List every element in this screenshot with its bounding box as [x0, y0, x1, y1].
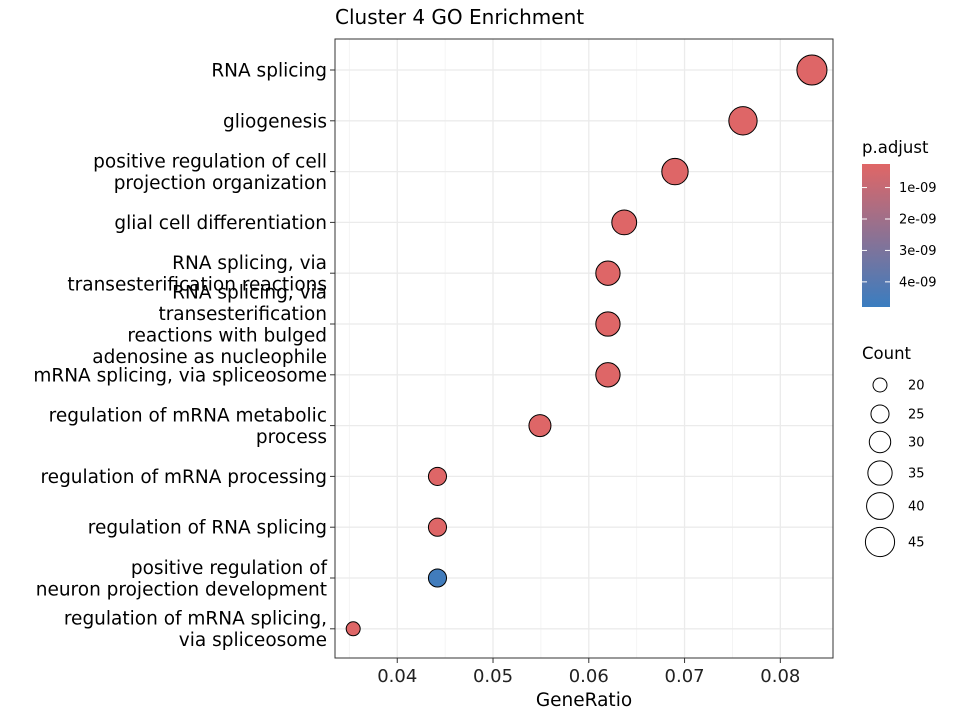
y-tick-label-line: mRNA splicing, via spliceosome: [33, 365, 327, 386]
size-legend-label: 45: [908, 536, 925, 551]
y-tick-label: positive regulation of cell projection or…: [93, 151, 327, 194]
y-tick-label-line: RNA splicing: [211, 61, 327, 82]
size-legend-label: 35: [908, 467, 925, 482]
data-point: [611, 209, 638, 236]
y-tick-label-line: RNA splicing, via: [172, 253, 327, 274]
size-legend-title: Count: [862, 344, 912, 363]
size-legend-label: 40: [908, 500, 925, 515]
size-legend-key: [866, 492, 894, 520]
size-legend-key: [867, 460, 893, 486]
y-tick-label: regulation of mRNA processing: [40, 467, 327, 488]
size-legend-key: [870, 404, 890, 424]
data-point: [595, 362, 621, 388]
data-point: [728, 106, 758, 136]
y-tick-label-line: adenosine as nucleophile: [92, 347, 327, 368]
y-tick-label: RNA splicing: [211, 61, 327, 82]
y-tick-label-line: regulation of RNA splicing: [88, 518, 327, 539]
y-tick-label-line: RNA splicing, via: [172, 282, 327, 303]
y-tick-label-line: process: [256, 427, 327, 448]
y-tick-label: regulation of mRNA metabolic process: [49, 405, 327, 448]
y-tick-label-line: positive regulation of: [131, 558, 328, 579]
data-point: [595, 260, 621, 286]
color-legend-title: p.adjust: [862, 138, 929, 157]
y-tick-label-line: reactions with bulged: [127, 325, 327, 346]
y-axis: RNA splicing gliogenesis positive regulati…: [33, 61, 335, 652]
size-legend-label: 25: [908, 408, 925, 423]
y-tick-label: RNA splicing, via transesterification reac…: [92, 282, 327, 368]
y-tick-label: regulation of mRNA splicing, via spliceos…: [64, 609, 327, 652]
y-tick-label-line: regulation of mRNA processing: [40, 467, 327, 488]
color-legend-label: 3e-09: [899, 244, 937, 259]
size-legend-key: [864, 526, 896, 558]
y-tick-label: RNA splicing, via transesterification rea…: [67, 253, 327, 296]
y-tick-label-line: via spliceosome: [179, 630, 327, 651]
chart-title: Cluster 4 GO Enrichment: [335, 5, 584, 29]
plot-border: [334, 38, 834, 659]
x-tick-label: 0.08: [760, 666, 800, 687]
data-points: [345, 54, 828, 637]
y-tick-label-line: transesterification reactions: [67, 274, 327, 295]
color-legend-label: 2e-09: [899, 213, 937, 228]
x-tick-label: 0.06: [569, 666, 609, 687]
size-legend: Count 20 25 30 35 40 45: [862, 344, 925, 558]
data-point: [661, 157, 689, 186]
y-tick-label-line: regulation of mRNA metabolic: [49, 405, 327, 426]
y-tick-label: gliogenesis: [223, 111, 327, 132]
color-legend: p.adjust 1e-09 2e-09 3e-09 4e-09: [862, 138, 937, 307]
size-legend-key: [868, 430, 892, 454]
data-point: [796, 54, 828, 86]
y-tick-label: mRNA splicing, via spliceosome: [33, 365, 327, 386]
y-tick-label: glial cell differentiation: [114, 213, 327, 234]
y-tick-label-line: glial cell differentiation: [114, 213, 327, 234]
data-point: [528, 414, 552, 438]
x-tick-label: 0.07: [665, 666, 705, 687]
x-axis: 0.04 0.05 0.06 0.07 0.08: [377, 658, 800, 687]
color-legend-label: 4e-09: [899, 275, 937, 290]
data-point: [427, 466, 448, 486]
x-tick-label: 0.05: [473, 666, 513, 687]
data-point: [345, 621, 361, 637]
plot-panel: [335, 39, 833, 658]
size-legend-key: [872, 377, 888, 393]
data-point: [427, 517, 448, 537]
color-legend-label: 1e-09: [899, 181, 937, 196]
y-tick-label-line: projection organization: [114, 173, 327, 194]
color-bar: [862, 164, 890, 307]
size-legend-label: 30: [908, 436, 925, 451]
grid-lines: [335, 39, 833, 658]
data-point: [595, 311, 621, 337]
y-tick-label-line: regulation of mRNA splicing,: [64, 609, 327, 630]
y-tick-label-line: transesterification: [158, 304, 327, 325]
y-tick-label-line: positive regulation of cell: [93, 151, 327, 172]
size-legend-label: 20: [908, 379, 925, 394]
x-axis-title: GeneRatio: [536, 690, 632, 711]
y-tick-label-line: neuron projection development: [36, 579, 327, 600]
y-tick-label: regulation of RNA splicing: [88, 518, 327, 539]
x-tick-label: 0.04: [377, 666, 417, 687]
y-tick-label-line: gliogenesis: [223, 111, 327, 132]
data-point: [427, 568, 448, 588]
y-tick-label: positive regulation of neuron projection …: [36, 558, 328, 601]
